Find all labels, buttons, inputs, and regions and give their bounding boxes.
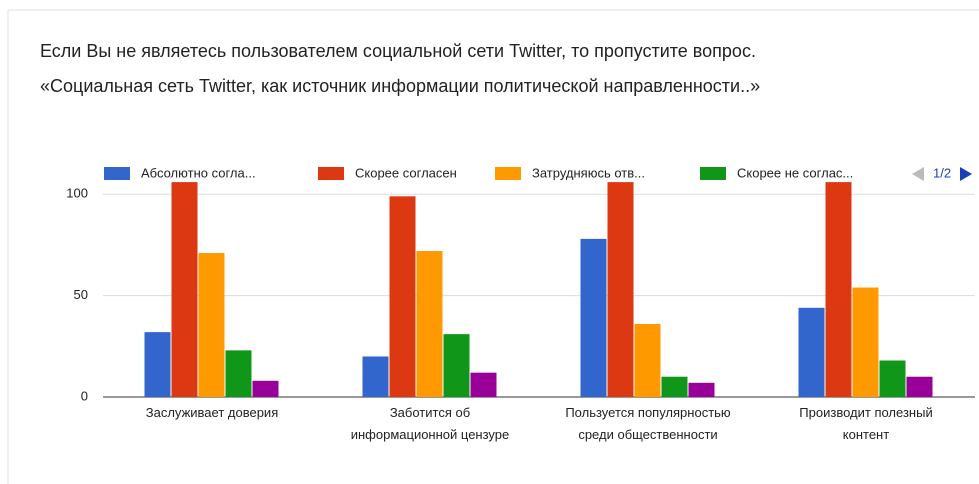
bar [171, 182, 198, 397]
legend-label: Затрудняюсь отв... [532, 165, 645, 180]
bar [389, 196, 416, 397]
bar [798, 307, 825, 397]
legend-swatch [104, 167, 130, 180]
legend-next[interactable] [960, 167, 972, 181]
bar [607, 182, 634, 397]
bar [661, 376, 688, 397]
bar [825, 182, 852, 397]
bar [852, 287, 879, 397]
bar [906, 376, 933, 397]
legend-label: Скорее не соглас... [737, 165, 853, 180]
legend-prev[interactable] [912, 167, 924, 181]
bar [362, 356, 389, 397]
y-tick-label: 100 [66, 186, 88, 201]
bar [580, 238, 607, 397]
legend-label: Абсолютно согла... [141, 165, 256, 180]
legend-swatch [700, 167, 726, 180]
bar [225, 350, 252, 397]
bar [879, 360, 906, 397]
x-tick-label: Заботится об информационной цензуре [351, 405, 510, 442]
bar [443, 334, 470, 397]
bar [198, 253, 225, 397]
bar [416, 251, 443, 397]
x-tick-label: Заслуживает доверия [146, 405, 278, 420]
x-tick-label: Производит полезный контент [799, 405, 932, 442]
y-tick-label: 50 [74, 287, 88, 302]
bar [470, 372, 497, 397]
chart-title: Если Вы не являетесь пользователем социа… [40, 41, 756, 61]
legend-label: Скорее согласен [355, 165, 457, 180]
x-tick-label: Пользуется популярностью среди общественн… [565, 405, 731, 442]
y-tick-label: 0 [81, 388, 88, 403]
legend-swatch [318, 167, 344, 180]
bar [252, 380, 279, 397]
legend-swatch [495, 167, 521, 180]
legend-page: 1/2 [933, 165, 951, 180]
bar [144, 332, 171, 397]
bar [688, 382, 715, 397]
bar [634, 324, 661, 397]
chart-subtitle: «Социальная сеть Twitter, как источник и… [40, 76, 760, 96]
